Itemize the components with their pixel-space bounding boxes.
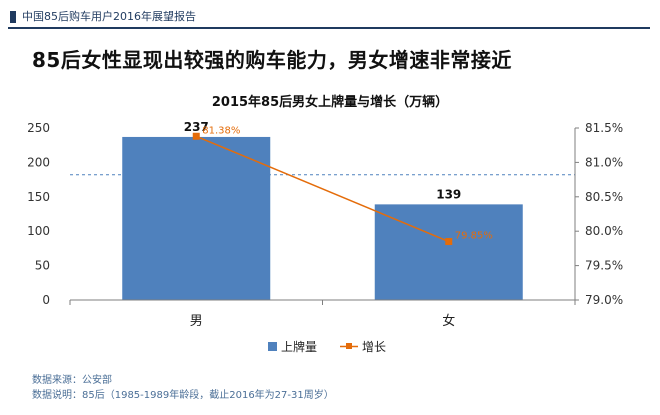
page-headline: 85后女性显现出较强的购车能力，男女增速非常接近 — [32, 48, 512, 72]
growth-marker-1 — [192, 132, 200, 140]
bar-1 — [122, 136, 271, 300]
growth-value-label: 81.38% — [202, 125, 240, 136]
bar-series — [122, 136, 523, 300]
footnote-note: 数据说明：85后（1985-1989年龄段，截止2016年为27-31周岁） — [32, 390, 334, 401]
y-left-tick-label: 50 — [35, 259, 50, 273]
x-tick-label: 男 — [190, 314, 203, 329]
header-accent-bar — [10, 11, 16, 23]
y-left-tick-label: 150 — [27, 190, 50, 204]
growth-line — [195, 135, 450, 243]
y-right-tick-label: 81.0% — [585, 155, 623, 169]
legend: 上牌量 增长 — [268, 340, 386, 354]
y-right-tick-label: 79.5% — [585, 259, 623, 273]
y-right-tick-label: 80.0% — [585, 224, 623, 238]
line-series — [192, 132, 453, 246]
bar-value-label: 237 — [184, 120, 209, 134]
legend-bar-label: 上牌量 — [281, 340, 317, 354]
footnote-source: 数据来源：公安部 — [32, 375, 112, 386]
y-left-tick-label: 100 — [27, 224, 50, 238]
legend-bar-swatch — [268, 342, 277, 351]
report-title: 中国85后购车用户2016年展望报告 — [22, 10, 196, 23]
bar-2 — [374, 204, 523, 300]
y-left-tick-label: 0 — [42, 293, 50, 307]
axes: 0 50 100 150 200 250 79.0% 79.5% 80.0% 80.5% 81.0%… — [27, 121, 623, 329]
y-left-tick-label: 200 — [27, 155, 50, 169]
y-left-tick-label: 250 — [27, 121, 50, 135]
chart-title: 2015年85后男女上牌量与增长（万辆） — [212, 94, 448, 110]
x-tick-label: 女 — [442, 313, 455, 329]
bar-value-label: 139 — [436, 187, 461, 201]
y-right-tick-label: 80.5% — [585, 190, 623, 204]
growth-value-label: 79.85% — [455, 231, 493, 242]
legend-line-marker — [346, 343, 352, 349]
growth-marker-2 — [445, 238, 453, 246]
y-right-tick-label: 81.5% — [585, 121, 623, 135]
header-divider — [8, 27, 650, 29]
data-labels: 237 139 81.38% 79.85% — [184, 120, 493, 242]
legend-line-label: 增长 — [362, 340, 386, 354]
y-right-tick-label: 79.0% — [585, 293, 623, 307]
